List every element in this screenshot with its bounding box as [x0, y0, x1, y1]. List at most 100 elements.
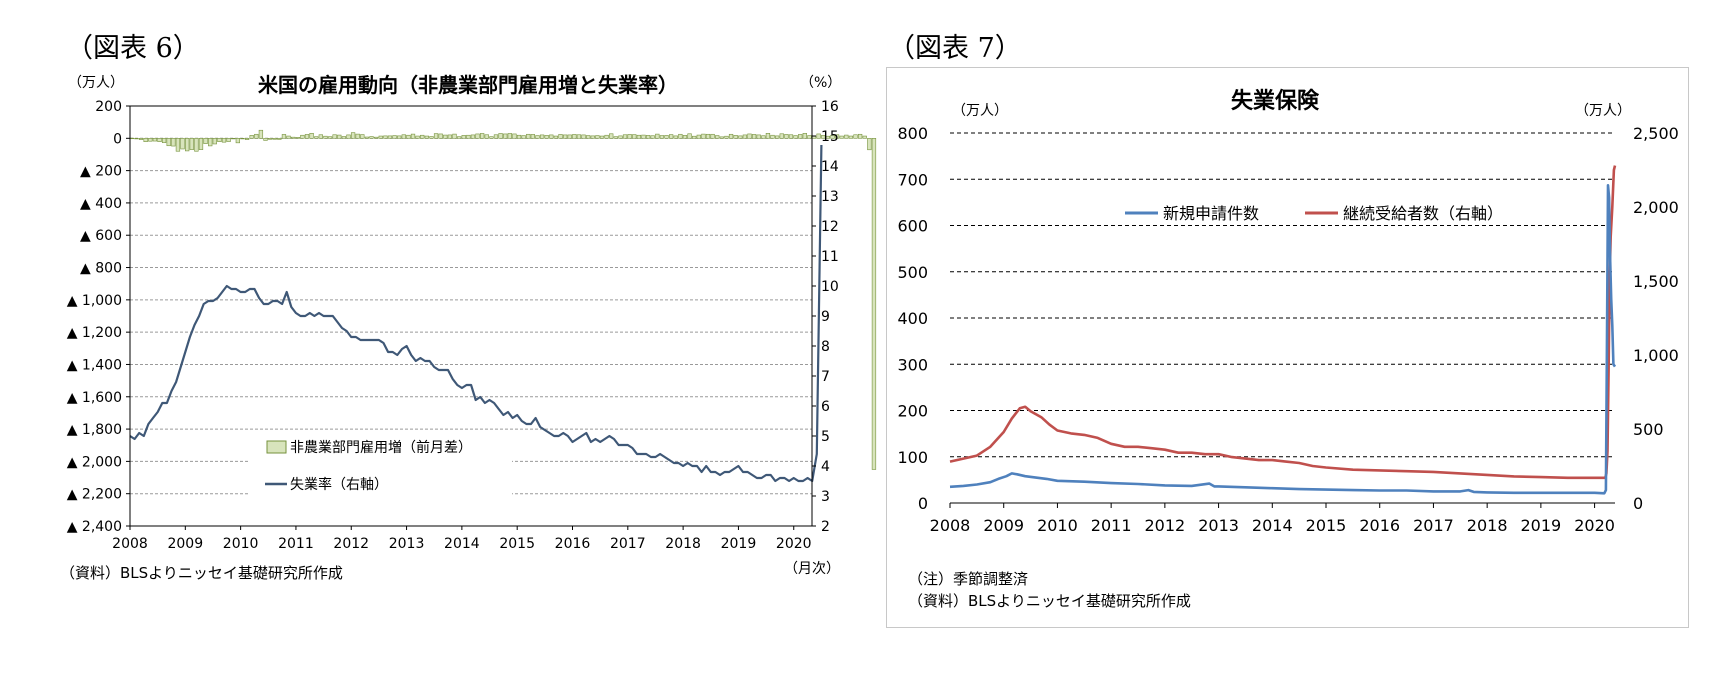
payrolls-bar: [793, 135, 798, 139]
payrolls-bar: [166, 138, 171, 147]
chart6-left-tick-label: ▲ 2,400: [67, 519, 122, 535]
payrolls-bar: [470, 134, 476, 139]
payrolls-bar: [687, 133, 692, 139]
chart6-left-tick-label: 200: [95, 99, 122, 115]
payrolls-bar: [798, 134, 803, 139]
payrolls-bar: [304, 134, 310, 139]
payrolls-bar: [424, 135, 429, 139]
chart6-left-tick-label: ▲ 800: [80, 261, 122, 277]
payrolls-bar: [258, 129, 264, 139]
payrolls-bar: [161, 138, 167, 143]
payrolls-bar: [572, 134, 577, 139]
chart6-x-tick-label: 2015: [499, 536, 535, 552]
payrolls-legend-label: 非農業部門雇用増（前月差）: [290, 439, 472, 456]
payrolls-bar: [498, 133, 503, 139]
payrolls-bar: [281, 134, 287, 139]
payrolls-bar: [825, 135, 830, 139]
payrolls-bar: [742, 134, 748, 139]
figure7-source: （資料）BLSよりニッセイ基礎研究所作成: [908, 592, 1191, 610]
payrolls-bar: [309, 133, 314, 139]
payrolls-bar: [599, 135, 605, 139]
payrolls-bar: [650, 135, 655, 139]
payrolls-bar: [369, 136, 374, 139]
chart6-right-tick-label: 10: [821, 279, 839, 295]
payrolls-bar: [728, 133, 734, 139]
chart6-x-tick-label: 2020: [776, 536, 812, 552]
payrolls-bar: [221, 138, 227, 143]
payrolls-bar: [853, 134, 858, 139]
chart6-x-tick-label: 2009: [167, 536, 203, 552]
payrolls-bar: [217, 138, 222, 143]
payrolls-bar: [475, 133, 480, 139]
payrolls-bar: [406, 134, 411, 139]
payrolls-bar: [175, 138, 181, 152]
payrolls-bar: [613, 136, 618, 139]
payrolls-bar: [364, 136, 370, 139]
payrolls-bar: [530, 134, 536, 139]
payrolls-bar: [632, 134, 637, 139]
payrolls-bar: [715, 135, 720, 139]
chart6-right-tick-label: 2: [821, 519, 830, 535]
chart6-left-tick-label: ▲ 200: [80, 164, 122, 180]
payrolls-bar: [189, 138, 194, 150]
payrolls-bar: [286, 135, 291, 139]
chart6-right-tick-label: 12: [821, 219, 839, 235]
payrolls-bar: [212, 138, 217, 145]
payrolls-bar: [692, 135, 697, 139]
payrolls-bar: [355, 133, 360, 139]
payrolls-bar: [397, 135, 402, 139]
figure7-label: （図表 7）: [888, 33, 1022, 64]
chart6-x-tick-label: 2019: [721, 536, 757, 552]
payrolls-bar: [466, 134, 471, 139]
payrolls-bar: [807, 135, 812, 139]
chart6-title: 米国の雇用動向（非農業部門雇用増と失業率）: [258, 73, 678, 97]
chart6-right-tick-label: 4: [821, 459, 830, 475]
payrolls-bar: [138, 138, 144, 140]
chart6-left-tick-label: ▲ 600: [80, 228, 122, 244]
chart6-right-tick-label: 11: [821, 249, 839, 265]
payrolls-bar: [604, 134, 609, 139]
figure6-label: （図表 6）: [66, 33, 200, 64]
payrolls-bar: [203, 138, 208, 144]
unemployment-rate-line: [129, 144, 823, 483]
payrolls-bar: [761, 135, 766, 139]
payrolls-bar: [821, 135, 826, 139]
payrolls-bar: [788, 134, 794, 139]
payrolls-bar: [438, 133, 443, 139]
payrolls-bar: [350, 132, 356, 139]
payrolls-bar: [705, 133, 711, 139]
chart6-right-tick-label: 8: [821, 339, 830, 355]
payrolls-bar: [867, 138, 872, 151]
payrolls-bar: [185, 138, 190, 152]
payrolls-bar: [378, 135, 383, 139]
payrolls-bar: [198, 138, 204, 150]
payrolls-bar: [627, 134, 632, 139]
payrolls-bar: [433, 133, 439, 139]
payrolls-bar: [701, 133, 706, 139]
payrolls-bar: [775, 135, 780, 139]
payrolls-legend-swatch: [266, 440, 287, 454]
payrolls-bar: [484, 134, 489, 139]
chart6-left-tick-label: ▲ 1,600: [67, 390, 122, 406]
payrolls-bar: [751, 134, 757, 139]
payrolls-bar: [235, 138, 241, 144]
payrolls-bar: [655, 133, 660, 139]
figure7-note: （注）季節調整済: [908, 570, 1029, 588]
payrolls-bar: [244, 138, 250, 140]
payrolls-bar: [332, 134, 337, 139]
payrolls-bar: [526, 133, 531, 139]
payrolls-bar: [346, 134, 351, 139]
payrolls-bar: [456, 136, 462, 139]
payrolls-bar: [493, 134, 499, 139]
payrolls-bar: [143, 138, 148, 143]
payrolls-bar: [507, 133, 512, 139]
payrolls-bar: [452, 133, 457, 139]
chart6-right-unit: （%）: [800, 75, 841, 91]
payrolls-bar: [152, 138, 158, 142]
payrolls-bar: [429, 136, 434, 139]
payrolls-bar: [696, 134, 701, 139]
payrolls-bar: [401, 134, 406, 139]
payrolls-bar: [830, 134, 835, 139]
payrolls-bar: [618, 135, 623, 139]
payrolls-bar: [341, 136, 347, 139]
